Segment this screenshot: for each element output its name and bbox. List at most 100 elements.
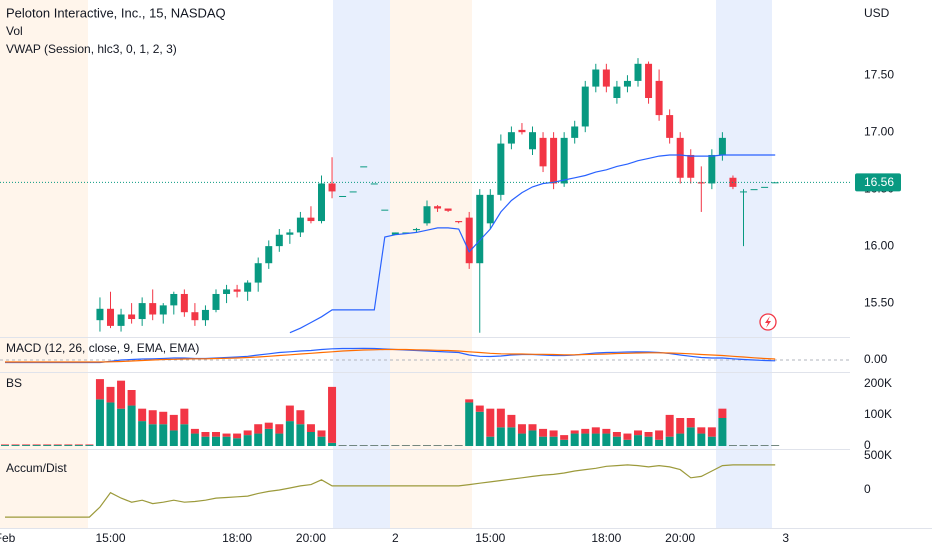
bs-bar [306,424,315,432]
bs-bar [169,430,178,446]
bs-bar [201,432,210,437]
bs-bar [306,432,315,446]
bs-bar [623,439,632,446]
candle-body [402,232,410,234]
bs-bar [32,444,41,446]
candle-body [339,195,347,197]
bs-bar [43,445,52,446]
bs-bar [138,408,147,422]
candle-body [434,206,442,209]
postmarket-shade [716,0,772,528]
bs-bar [212,432,220,437]
y-tick-label: 200K [864,376,892,390]
bs-bar [475,405,484,412]
candle-body [518,129,526,133]
candle-body [370,183,378,185]
indicator-line [5,464,776,518]
bs-bar [412,445,421,446]
bs-bar [612,432,621,437]
bs-bar [686,427,695,446]
bs-bar [317,430,326,437]
candle-body [349,191,357,193]
candle-body [718,137,726,155]
indicator-label: Accum/Dist [6,461,67,475]
alert-icon[interactable] [759,313,777,331]
session-shading [0,0,772,528]
candle-body [201,309,209,321]
bs-bar [180,424,189,446]
bs-bar [644,436,653,446]
bs-bar [634,430,642,436]
bs-bar [581,428,590,434]
candle-body [191,312,199,321]
premarket-shade [390,0,472,528]
bs-bar [454,445,463,446]
bs-bar [264,422,273,429]
candle-body [761,186,769,188]
candle-body [602,69,610,87]
bs-bar [655,430,664,440]
x-tick-label: 3 [782,531,789,545]
candle-body [223,289,231,294]
bs-bar [148,410,157,425]
bs-bar [444,445,453,446]
bs-bar [549,436,558,446]
bs-bar [686,418,695,428]
bs-bar [507,414,516,428]
bs-bar [254,424,263,434]
bs-bar [275,433,284,446]
candle-body [750,189,758,191]
candle-body [254,263,262,283]
bs-bar [243,430,252,436]
bs-bar [539,436,548,446]
bs-bar [591,433,600,446]
bs-bar [697,427,706,434]
bs-bar [11,444,20,446]
bs-bar [739,445,748,446]
x-tick-label: 2 [392,531,399,545]
bs-bar [517,424,526,434]
candle-body [623,80,631,87]
bs-bar [549,430,558,437]
bs-bar [243,435,252,446]
bs-bar [106,386,115,403]
candle-body [613,86,621,98]
candle-body [307,217,315,222]
bs-bar [296,410,305,425]
candle-body [412,229,420,231]
bs-bar [760,445,769,446]
bs-bar [676,433,685,446]
bs-bar [634,435,642,446]
bs-bar [74,444,83,446]
bs-bar [254,433,263,446]
bs-bar [750,445,759,446]
bs-bar [127,390,136,406]
candle-body [149,303,157,315]
bs-bar [570,433,579,446]
bs-bar [285,421,294,446]
bs-bar [169,414,178,431]
bs-bar [95,379,104,400]
vwap-line [289,154,776,334]
candle-body [581,86,589,127]
bs-bar [212,436,220,446]
bs-bar [465,402,474,446]
candle-body [391,232,399,235]
bs-bar [465,399,474,403]
bs-bar [623,433,632,440]
x-tick-label: 20:00 [296,531,326,545]
last-price-label: 16.56 [864,175,894,189]
bs-bar [222,436,231,446]
bs-bar [718,418,727,446]
bs-bar [423,445,431,446]
indicator-label: BS [6,376,22,390]
candle-body [507,132,515,144]
bs-bar [475,411,484,446]
bs-bar [570,430,579,434]
bs-bar [496,427,505,446]
candle-body [592,69,600,87]
bs-bar [707,436,716,446]
bs-bar [380,445,389,446]
candle-body [286,232,294,235]
candle-body [180,293,188,313]
